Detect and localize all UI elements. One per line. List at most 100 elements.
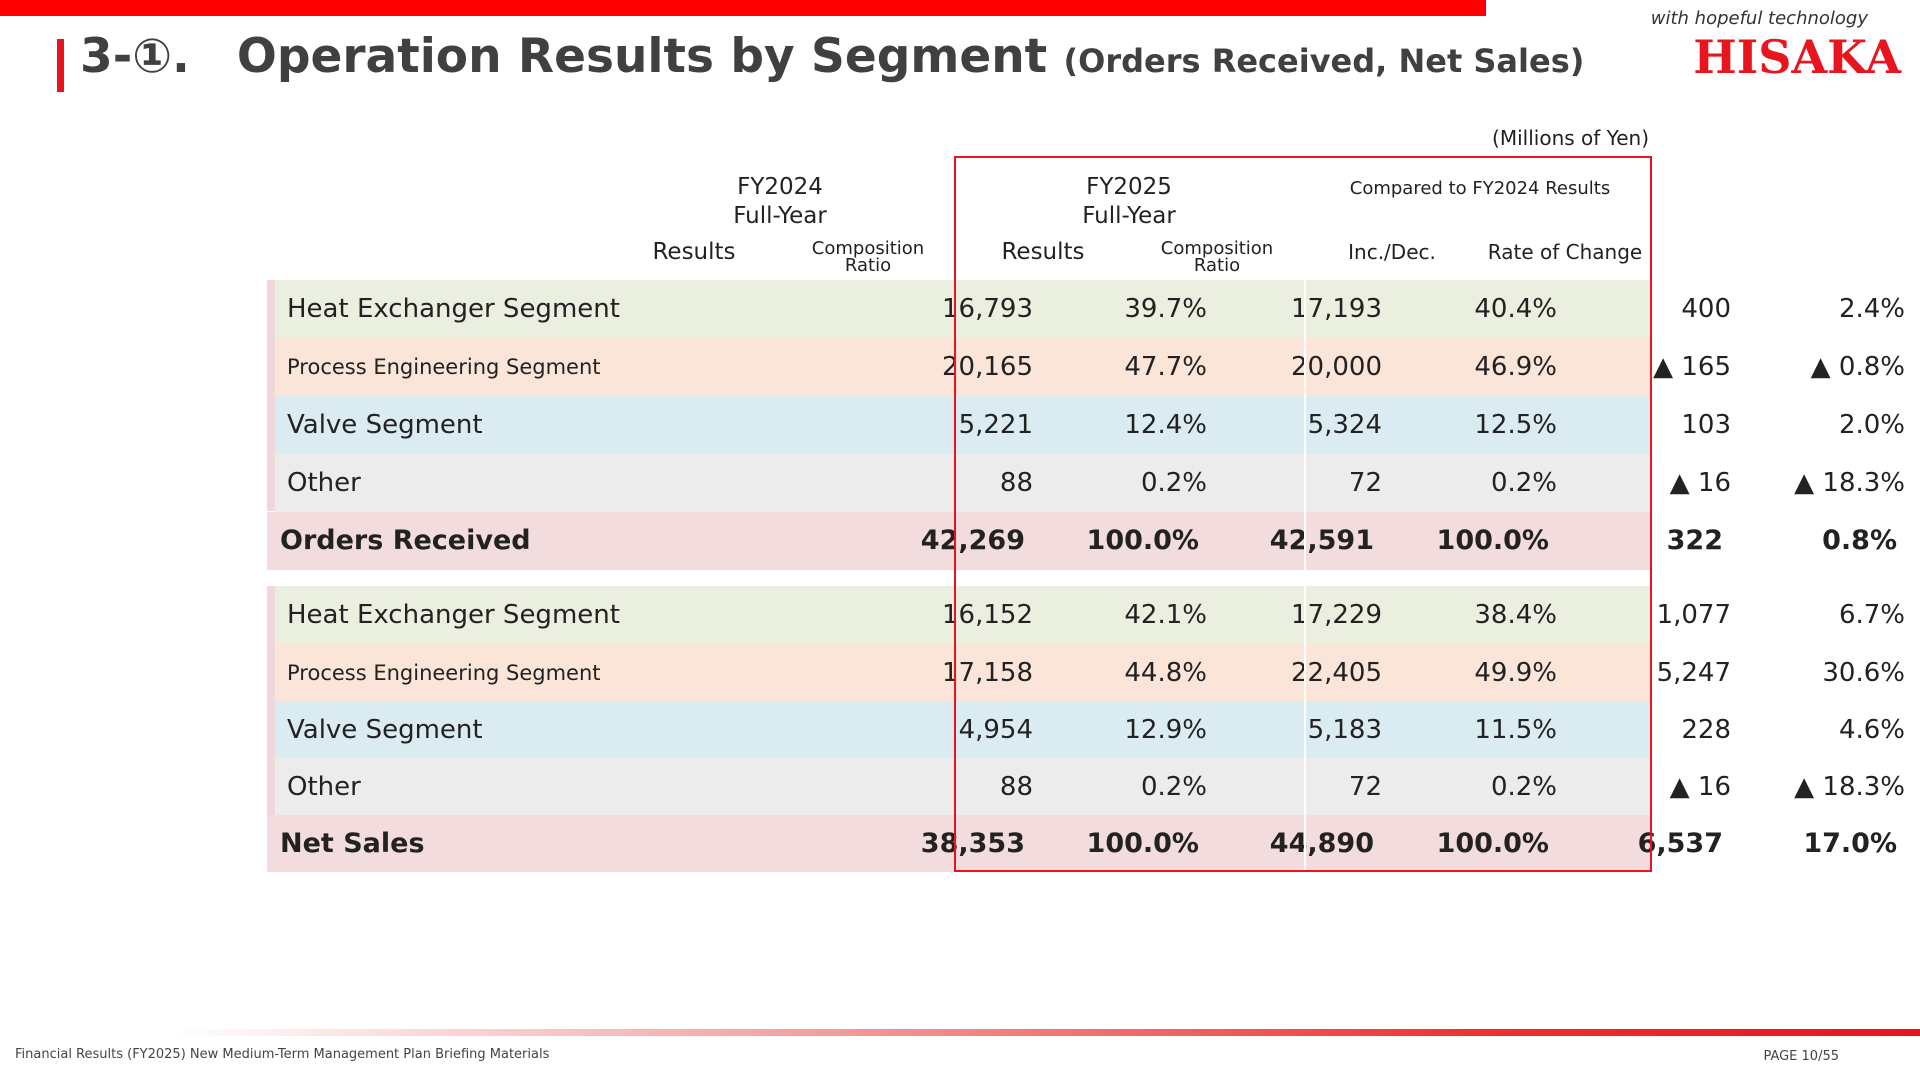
rate-cell: ▲ 18.3% — [1794, 468, 1905, 498]
incdec-cell: ▲ 165 — [1653, 352, 1731, 382]
sales-group-bar — [267, 586, 275, 815]
fy2024-header: FY2024 Full-Year — [680, 173, 880, 231]
fy2025-composition-cell: 49.9% — [1474, 658, 1557, 688]
row-label: Process Engineering Segment — [287, 355, 601, 379]
row-label: Heat Exchanger Segment — [287, 600, 620, 630]
column-separator — [1304, 280, 1306, 570]
table-row: Valve Segment 5,221 12.4% 5,324 12.5% 10… — [275, 396, 1905, 454]
page-title-main: 3-①. Operation Results by Segment — [80, 29, 1048, 84]
fy2024-results-cell: 88 — [999, 468, 1033, 498]
sales-total-row: Net Sales 38,353 100.0% 44,890 100.0% 6,… — [267, 815, 1897, 872]
fy2025-composition-cell: 38.4% — [1474, 600, 1557, 630]
fy2024-results-cell: 42,269 — [920, 525, 1025, 556]
row-label: Valve Segment — [287, 715, 483, 745]
table-row: Process Engineering Segment 17,158 44.8%… — [275, 644, 1905, 701]
composition-line2: Ratio — [1193, 255, 1241, 276]
fy2025-results-cell: 22,405 — [1291, 658, 1382, 688]
company-tagline: with hopeful technology — [1650, 8, 1868, 29]
row-label: Heat Exchanger Segment — [287, 294, 620, 324]
rate-cell: 17.0% — [1803, 828, 1897, 859]
fy2024-results-cell: 16,152 — [942, 600, 1033, 630]
hisaka-logo: HISAKA — [1693, 30, 1901, 84]
fy2024-results-cell: 20,165 — [942, 352, 1033, 382]
rate-cell: 2.4% — [1838, 294, 1905, 324]
fy2025-composition-cell: 11.5% — [1474, 715, 1557, 745]
incdec-header: Inc./Dec. — [1348, 240, 1436, 264]
fy2025-composition-cell: 46.9% — [1474, 352, 1557, 382]
footer-document-title: Financial Results (FY2025) New Medium-Te… — [15, 1047, 550, 1062]
title-accent-bar — [57, 39, 64, 92]
table-row: Heat Exchanger Segment 16,152 42.1% 17,2… — [275, 586, 1905, 644]
incdec-cell: 400 — [1681, 294, 1731, 324]
incdec-cell: ▲ 16 — [1669, 772, 1731, 802]
row-label: Orders Received — [280, 525, 531, 556]
table-row: Other 88 0.2% 72 0.2% ▲ 16 ▲ 18.3% — [275, 758, 1905, 815]
orders-total-row: Orders Received 42,269 100.0% 42,591 100… — [267, 512, 1897, 570]
fy2025-results-cell: 17,193 — [1291, 294, 1382, 324]
fy2025-results-cell: 5,183 — [1307, 715, 1382, 745]
table-row: Other 88 0.2% 72 0.2% ▲ 16 ▲ 18.3% — [275, 454, 1905, 512]
fy2025-composition-cell: 40.4% — [1474, 294, 1557, 324]
fy2024-composition-cell: 42.1% — [1124, 600, 1207, 630]
fy2024-results-cell: 38,353 — [920, 828, 1025, 859]
incdec-cell: 5,247 — [1656, 658, 1731, 688]
top-red-bar — [0, 0, 1486, 16]
incdec-cell: 1,077 — [1656, 600, 1731, 630]
fy2024-results-cell: 5,221 — [958, 410, 1033, 440]
row-label: Valve Segment — [287, 410, 483, 440]
fy2024-results-header: Results — [652, 239, 736, 265]
fy2025-results-header: Results — [1001, 239, 1085, 265]
fy2024-composition-cell: 0.2% — [1140, 468, 1207, 498]
page-number: PAGE 10/55 — [1763, 1049, 1839, 1064]
incdec-cell: 322 — [1666, 525, 1723, 556]
compared-header: Compared to FY2024 Results — [1349, 178, 1611, 199]
fy2025-results-cell: 5,324 — [1307, 410, 1382, 440]
incdec-cell: 228 — [1681, 715, 1731, 745]
table-row: Process Engineering Segment 20,165 47.7%… — [275, 338, 1905, 396]
rate-cell: 2.0% — [1838, 410, 1905, 440]
fy2025-composition-cell: 0.2% — [1490, 772, 1557, 802]
fy2024-composition-header: Composition Ratio — [798, 238, 938, 275]
fy2024-results-cell: 17,158 — [942, 658, 1033, 688]
fy2025-composition-cell: 12.5% — [1474, 410, 1557, 440]
fy2024-composition-cell: 47.7% — [1124, 352, 1207, 382]
composition-line1: Composition — [1160, 238, 1274, 259]
fy2025-sublabel: Full-Year — [1082, 203, 1176, 229]
rate-cell: 4.6% — [1838, 715, 1905, 745]
fy2024-composition-cell: 12.4% — [1124, 410, 1207, 440]
fy2025-results-cell: 42,591 — [1269, 525, 1374, 556]
fy2025-header: FY2025 Full-Year — [1029, 173, 1229, 231]
fy2024-results-cell: 16,793 — [942, 294, 1033, 324]
fy2025-results-cell: 20,000 — [1291, 352, 1382, 382]
fy2024-composition-cell: 100.0% — [1086, 525, 1199, 556]
incdec-cell: ▲ 16 — [1669, 468, 1731, 498]
column-separator — [1304, 586, 1306, 872]
fy2025-composition-cell: 100.0% — [1436, 525, 1549, 556]
fy2024-results-cell: 88 — [999, 772, 1033, 802]
fy2025-results-cell: 44,890 — [1269, 828, 1374, 859]
row-label: Net Sales — [280, 828, 425, 859]
orders-group-bar — [267, 280, 275, 511]
fy2025-results-cell: 17,229 — [1291, 600, 1382, 630]
fy2024-composition-cell: 100.0% — [1086, 828, 1199, 859]
fy2025-composition-cell: 0.2% — [1490, 468, 1557, 498]
page-title-subtitle: (Orders Received, Net Sales) — [1063, 42, 1585, 80]
row-label: Other — [287, 468, 361, 498]
composition-line1: Composition — [811, 238, 925, 259]
fy2024-sublabel: Full-Year — [733, 203, 827, 229]
rate-cell: ▲ 0.8% — [1810, 352, 1905, 382]
fy2024-composition-cell: 12.9% — [1124, 715, 1207, 745]
page-title: 3-①. Operation Results by Segment (Order… — [80, 29, 1584, 84]
unit-label: (Millions of Yen) — [1492, 126, 1649, 150]
fy2025-results-cell: 72 — [1348, 772, 1382, 802]
rate-header: Rate of Change — [1487, 240, 1643, 264]
fy2024-composition-cell: 0.2% — [1140, 772, 1207, 802]
fy2024-composition-cell: 44.8% — [1124, 658, 1207, 688]
fy2024-label: FY2024 — [737, 174, 823, 200]
row-label: Other — [287, 772, 361, 802]
table-row: Heat Exchanger Segment 16,793 39.7% 17,1… — [275, 280, 1905, 338]
rate-cell: 30.6% — [1822, 658, 1905, 688]
fy2024-results-cell: 4,954 — [958, 715, 1033, 745]
rate-cell: ▲ 18.3% — [1794, 772, 1905, 802]
fy2024-composition-cell: 39.7% — [1124, 294, 1207, 324]
